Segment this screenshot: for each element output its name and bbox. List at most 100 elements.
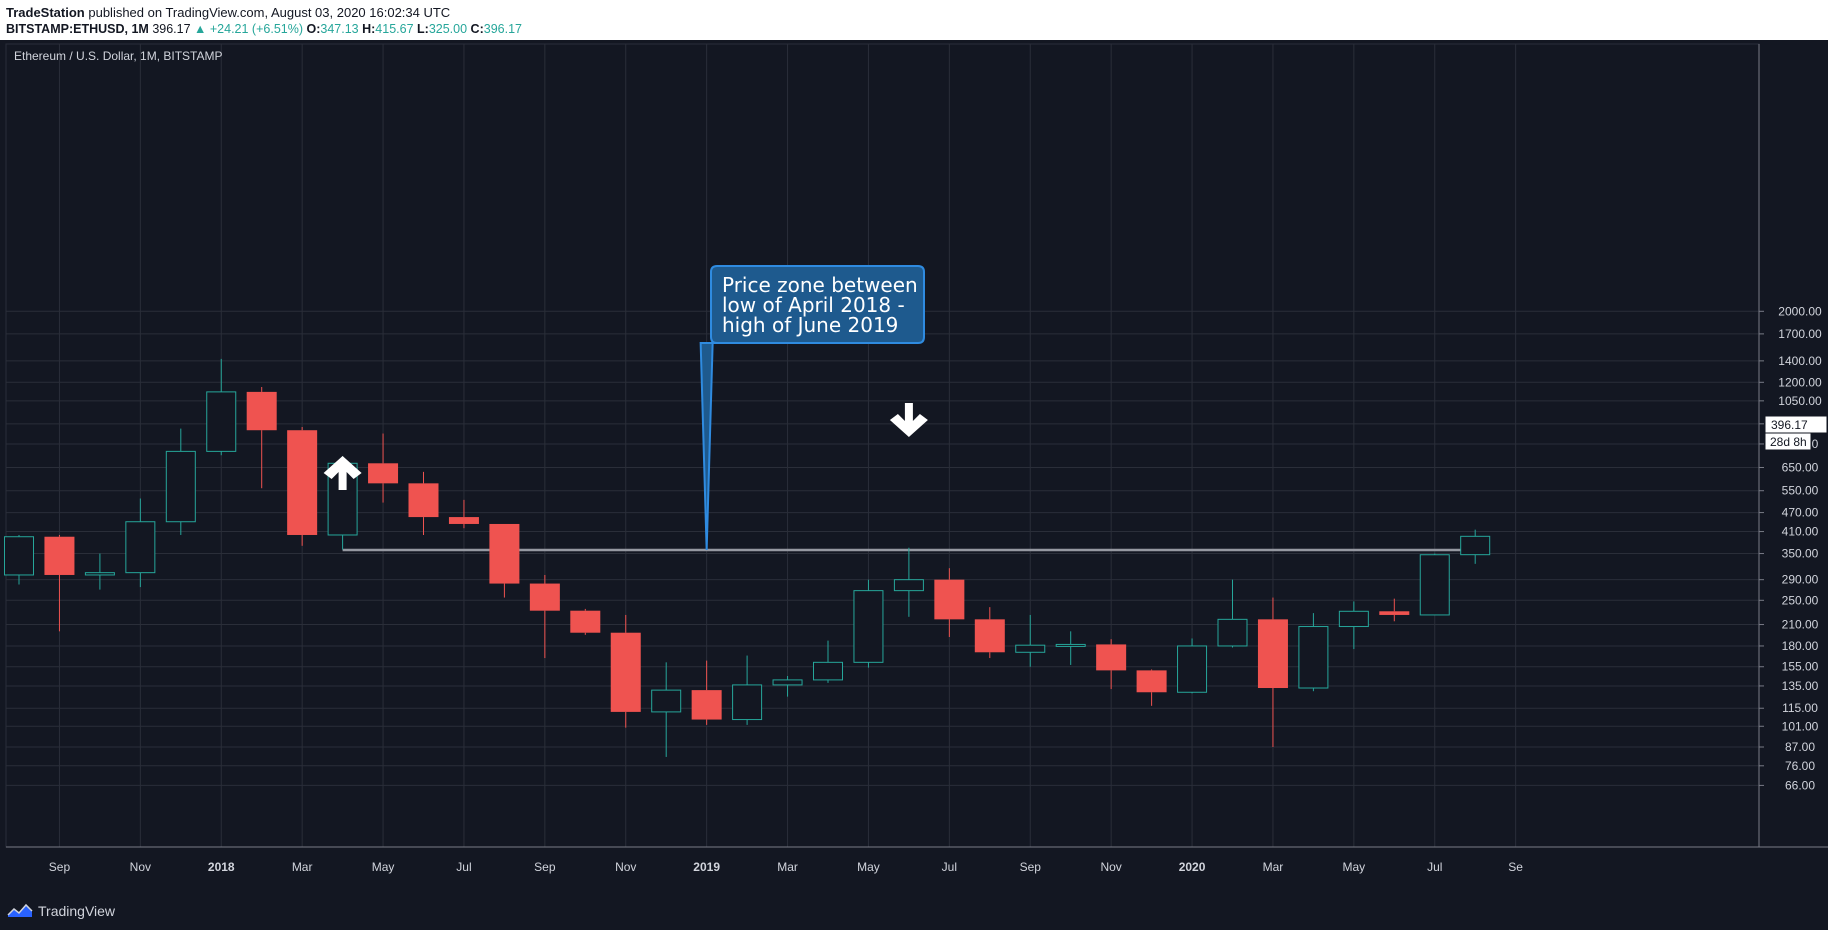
price-tick-label: 135.00 <box>1782 679 1819 693</box>
callout-bubble <box>699 265 925 551</box>
candle-body <box>813 661 843 681</box>
candle-body <box>691 690 722 720</box>
candle <box>610 614 641 728</box>
time-tick-label: Nov <box>615 860 636 874</box>
candle <box>84 553 115 590</box>
candle <box>489 523 520 598</box>
publish-header: TradeStation published on TradingView.co… <box>0 0 1828 40</box>
candle <box>448 499 479 529</box>
candle <box>772 676 803 697</box>
candle <box>1136 669 1167 706</box>
price-tick-label: 1200.00 <box>1778 375 1822 389</box>
close-value: 396.17 <box>483 22 522 36</box>
price-tick-label: 76.00 <box>1785 759 1815 773</box>
ohlc-legend: BITSTAMP:ETHUSD, 1M 396.17 ▲ +24.21 (+6.… <box>6 22 522 36</box>
candle <box>1298 613 1329 692</box>
chart-title: Ethereum / U.S. Dollar, 1M, BITSTAMP <box>14 49 223 63</box>
candle-body <box>893 579 924 592</box>
candle <box>570 608 601 635</box>
candle-body <box>246 391 277 431</box>
candle-body <box>1055 643 1086 647</box>
candle <box>44 534 75 632</box>
time-tick-label: Se <box>1508 860 1523 874</box>
candle-body <box>529 583 560 611</box>
callout-text-line: Price zone between <box>722 273 918 297</box>
candle <box>853 579 884 668</box>
candle-body <box>974 619 1005 653</box>
candle-body <box>1217 618 1248 647</box>
candle <box>4 534 34 585</box>
arrows <box>323 403 928 490</box>
candle <box>165 428 196 535</box>
candle <box>732 655 763 725</box>
callout-text-line: low of April 2018 - <box>722 293 905 317</box>
arrow-up-icon <box>323 456 362 490</box>
candle-body <box>165 450 196 523</box>
candle-body <box>1015 644 1046 653</box>
candle-body <box>1460 535 1491 556</box>
candle <box>934 568 965 637</box>
candle <box>1177 638 1208 694</box>
time-tick-label: Mar <box>292 860 313 874</box>
time-tick-label: 2020 <box>1179 860 1206 874</box>
price-tick-label: 101.00 <box>1782 719 1819 733</box>
grid <box>6 44 1759 847</box>
time-tick-label: Jul <box>456 860 471 874</box>
publisher-name[interactable]: TradeStation <box>6 5 85 20</box>
time-tick-label: Mar <box>777 860 798 874</box>
price-tick-label: 1400.00 <box>1778 354 1822 368</box>
time-tick-label: Jul <box>942 860 957 874</box>
countdown-text: 28d 8h <box>1770 435 1807 449</box>
candle <box>1338 601 1369 650</box>
price-tick-label: 210.00 <box>1782 618 1819 632</box>
time-tick-label: Nov <box>1100 860 1121 874</box>
price-tick-label: 470.00 <box>1782 506 1819 520</box>
candle-body <box>44 536 75 575</box>
price-tick-label: 87.00 <box>1785 740 1815 754</box>
candle-body <box>772 679 803 686</box>
candle <box>1217 579 1248 648</box>
candlestick-chart[interactable]: Ethereum / U.S. Dollar, 1M, BITSTAMP 200… <box>0 40 1828 920</box>
price-tick-label: 155.00 <box>1782 660 1819 674</box>
candle-body <box>206 391 237 452</box>
footer[interactable]: TradingView <box>6 903 115 919</box>
open-label: O: <box>306 22 321 36</box>
candle <box>1096 639 1127 690</box>
price-labels: 396.17 28d 8h <box>1764 415 1828 451</box>
candle <box>246 387 277 489</box>
candle-body <box>448 517 479 524</box>
price-tick-label: 350.00 <box>1782 547 1819 561</box>
price-tick-label: 650.00 <box>1782 461 1819 475</box>
candle-body <box>1419 554 1450 616</box>
last-price: 396.17 <box>152 22 191 36</box>
candle-body <box>934 579 965 620</box>
time-tick-label: May <box>372 860 395 874</box>
candle-body <box>1338 610 1369 628</box>
time-tick-label: Nov <box>130 860 151 874</box>
footer-brand: TradingView <box>38 903 116 919</box>
candle-body <box>84 572 115 576</box>
price-tick-label: 250.00 <box>1782 593 1819 607</box>
candle <box>1419 553 1450 616</box>
candle <box>529 574 560 659</box>
low-value: 325.00 <box>428 22 468 36</box>
arrow-down-icon <box>889 403 928 437</box>
time-axis[interactable]: Sep Nov 2018 Mar May Jul Sep Nov 2019 Mar May Jul Se… <box>49 860 1524 874</box>
candle <box>408 471 439 535</box>
candle-body <box>4 536 34 576</box>
candle-body <box>1257 619 1288 689</box>
price-axis[interactable]: 2000.001700.001400.001200.001050.00890.0… <box>1759 304 1822 792</box>
last-price-text: 396.17 <box>1771 418 1808 432</box>
time-tick-label: Sep <box>49 860 71 874</box>
publisher-line: TradeStation published on TradingView.co… <box>6 5 450 20</box>
candle <box>691 660 722 725</box>
price-tick-label: 66.00 <box>1785 778 1815 792</box>
candle <box>1055 631 1086 665</box>
candle-body <box>368 463 399 484</box>
candle <box>651 662 682 757</box>
time-tick-label: Mar <box>1263 860 1284 874</box>
price-tick-label: 290.00 <box>1782 573 1819 587</box>
tradingview-logo-icon <box>7 903 33 917</box>
high-label: H: <box>362 22 376 36</box>
